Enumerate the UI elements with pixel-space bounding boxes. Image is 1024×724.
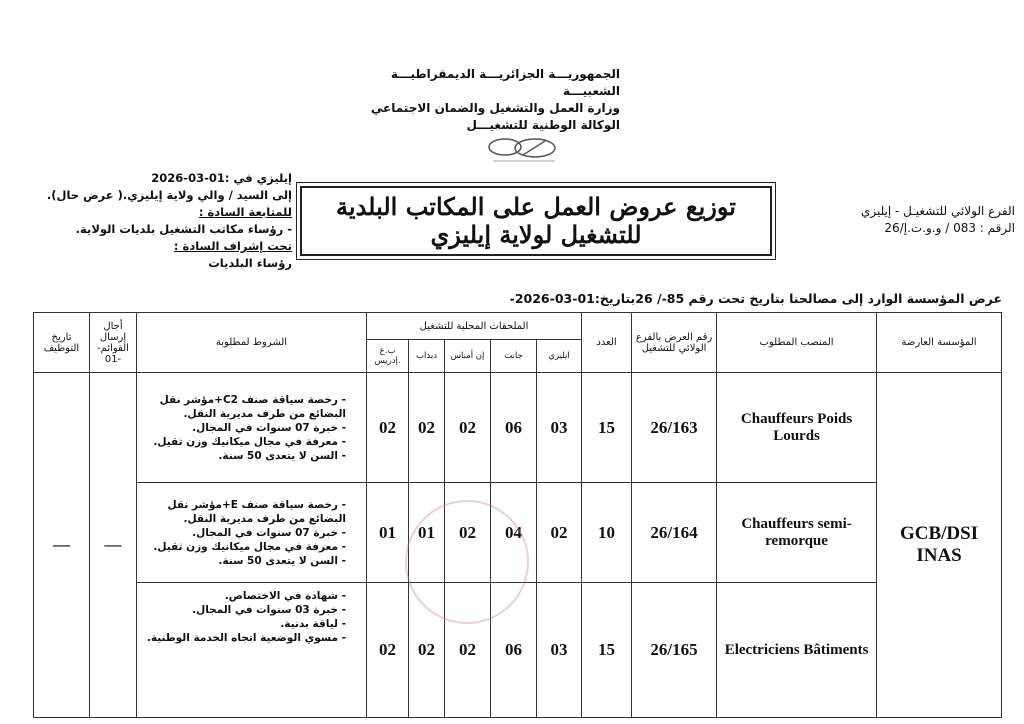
header-annex-debdeb: دبداب [408,339,446,373]
annex-cell: 01 [408,482,446,583]
annex-cell: 01 [365,482,410,583]
offer-no-cell: 26/164 [631,482,718,583]
header-count: العدد [581,312,633,373]
header-annex-bordj-omar-driss: ب.ع .إدريس [365,339,410,373]
follow-item: - رؤساء مكاتب التشغيل بلديات الولاية. [75,222,292,236]
condition-item: السن لا يتعدى 50 سنة. [139,449,346,463]
condition-item: معرفة في مجال ميكانيك وزن ثقيل. [139,540,346,554]
header-annex-djanet: جانت [490,339,538,373]
table-row: Electriciens Bâtiments 26/165 15 03 06 0… [34,582,1002,718]
condition-item: معرفة في مجال ميكانيك وزن ثقيل. [139,435,346,449]
count-cell: 15 [581,582,633,718]
annex-cell: 02 [444,482,492,583]
count-cell: 10 [581,482,633,583]
header-annex-in-amenas: إن أمناس [444,339,492,373]
table-row: GCB/DSI INAS Chauffeurs Poids Lourds 26/… [33,372,1003,718]
header-conditions: الشروط لمطلوبة [136,312,367,373]
condition-item: لياقة بدنية. [139,617,346,631]
job-offers-table: المؤسسة العارضة المنصب المطلوب رقم العرض… [33,312,1003,718]
condition-item: خبرة 07 سنوات في المجال. [139,421,346,435]
branch-name: الفرع الولائي للتشغيـل - إيليزي [860,204,1015,218]
supervision-item: رؤساء البلديات [208,256,292,270]
agency-header: الجمهوريـــة الجزائريـــة الديمقراطيـــة… [360,66,620,134]
annex-cell: 02 [408,582,446,718]
offer-no-cell: 26/165 [631,582,718,718]
post-cell: Chauffeurs semi-remorque [716,482,878,583]
count-cell: 15 [581,372,633,483]
annex-cell: 03 [536,582,583,718]
to-line: إلى السيد / والي ولاية إيليزي.( عرض حال)… [46,188,292,202]
header-deadline: أجال إرسال القوائم- -01 [89,312,137,373]
annex-cell: 02 [444,582,492,718]
reference-number: الرقم : 083 / و.و.ت.إ/26 [884,221,1015,235]
annex-cell: 02 [408,372,446,483]
org-cell: GCB/DSI INAS [876,372,1003,718]
header-line: الوكالة الوطنية للتشغيـــل [466,118,621,132]
header-line: الجمهوريـــة الجزائريـــة الديمقراطيـــة… [390,67,620,98]
annex-cell: 06 [490,582,538,718]
header-offer-no: رقم العرض بالفرع الولائي للتشغيل [631,312,718,373]
recipients-block: إيليزي في :01-03-2026 إلى السيد / والي و… [20,170,292,272]
deadline-cell: — [89,372,137,718]
annex-cell: 04 [490,482,538,583]
post-cell: Electriciens Bâtiments [716,582,878,718]
follow-label: للمتابعة السادة : [198,205,292,219]
intro-line: عرض المؤسسة الوارد إلى مصالحنا بتاريخ تح… [509,291,1002,306]
agency-logo [488,138,556,162]
condition-item: رخصة سياقة صنف C2+مؤشر نقل البضائع من طر… [139,393,346,421]
annex-cell: 02 [444,372,492,483]
offer-no-cell: 26/163 [631,372,718,483]
condition-item: السن لا يتعدى 50 سنة. [139,554,346,568]
annex-cell: 02 [365,372,410,483]
header-annexes: الملحقات المحلية للتشغيل [365,312,583,340]
condition-item: شهادة في الاختصاص. [139,589,346,603]
post-cell: Chauffeurs Poids Lourds [716,372,878,483]
condition-item: مسوي الوضعية اتجاه الخدمة الوطنية. [139,631,346,645]
condition-item: خبرة 03 سنوات في المجال. [139,603,346,617]
annex-cell: 03 [536,372,583,483]
header-line: وزارة العمل والتشغيل والضمان الاجتماعي [370,101,620,115]
document-title: توزيع عروض العمل على المكاتب البلدية للت… [296,182,776,260]
date-line: إيليزي في :01-03-2026 [151,171,292,185]
conditions-cell: رخصة سياقة صنف E+مؤشر نقل البضائع من طرف… [136,482,367,583]
conditions-cell: رخصة سياقة صنف C2+مؤشر نقل البضائع من طر… [136,372,367,483]
header-org: المؤسسة العارضة [876,312,1003,373]
header-annex-illizi: ايليزي [536,339,583,373]
annex-cell: 02 [365,582,410,718]
header-hire-date: تاريخ التوظيف [33,312,90,373]
header-post: المنصب المطلوب [716,312,878,373]
reference-block: الفرع الولائي للتشغيـل - إيليزي الرقم : … [790,203,1015,237]
condition-item: رخصة سياقة صنف E+مؤشر نقل البضائع من طرف… [139,498,346,526]
annex-cell: 06 [490,372,538,483]
condition-item: خبرة 07 سنوات في المجال. [139,526,346,540]
table-row: Chauffeurs semi-remorque 26/164 10 02 04… [34,482,1002,583]
supervision-label: تحت إشراف السادة : [173,239,292,253]
conditions-cell: شهادة في الاختصاص. خبرة 03 سنوات في المج… [136,582,367,718]
annex-cell: 02 [536,482,583,583]
hire-date-cell: — [33,372,90,718]
